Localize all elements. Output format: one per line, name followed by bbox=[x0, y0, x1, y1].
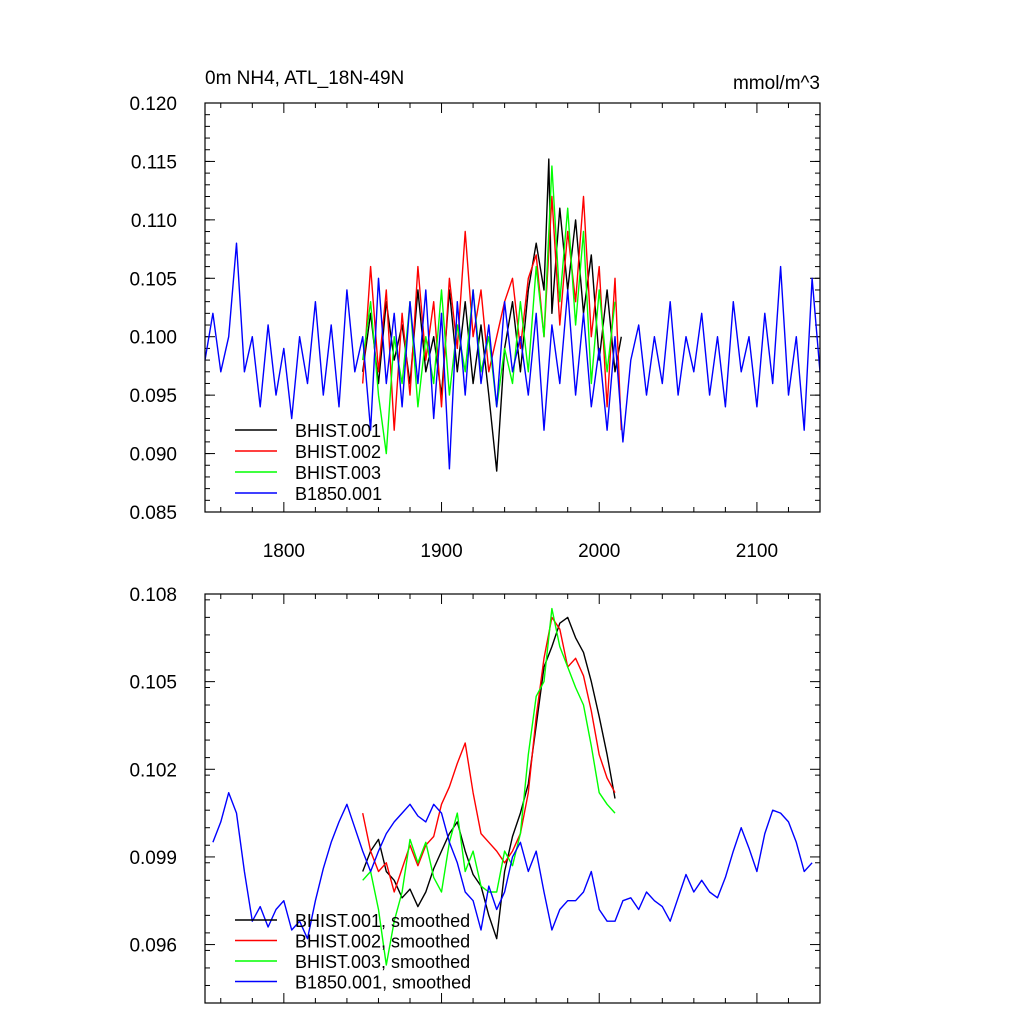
plot-frame bbox=[204, 102, 821, 513]
chart-panel-1: 0.085 0.090 0.095 0.100 0.105 0.110 0.115 0.120… bbox=[129, 68, 821, 562]
series-group bbox=[212, 607, 813, 966]
legend-label: BHIST.001, smoothed bbox=[295, 911, 470, 931]
series-line bbox=[362, 616, 616, 940]
legend-label: BHIST.002 bbox=[295, 442, 381, 462]
legend-label: BHIST.001 bbox=[295, 421, 381, 441]
series-group bbox=[205, 158, 820, 472]
legend-label: B1850.001, smoothed bbox=[295, 973, 471, 993]
y-tick-label: 0.100 bbox=[129, 328, 177, 349]
y-tick-label: 0.110 bbox=[131, 211, 177, 232]
y-tick-label: 0.099 bbox=[129, 848, 177, 869]
legend-label: B1850.001 bbox=[295, 484, 382, 504]
x-tick-label: 2000 bbox=[578, 541, 620, 562]
chart-title-left: 0m NH4, ATL_18N-49N bbox=[205, 68, 404, 89]
series-line bbox=[362, 616, 616, 893]
x-tick-label: 1900 bbox=[420, 541, 462, 562]
x-tick-label: 1800 bbox=[263, 541, 305, 562]
legend-label: BHIST.003 bbox=[295, 463, 381, 483]
chart-title-right: mmol/m^3 bbox=[733, 73, 820, 94]
chart-panel-2: 0.096 0.099 0.102 0.105 0.108 BHIST.001, smoo… bbox=[129, 585, 821, 1004]
y-tick-label: 0.102 bbox=[129, 760, 177, 781]
y-tick-label: 0.090 bbox=[129, 445, 177, 466]
x-tick-label: 2100 bbox=[736, 541, 778, 562]
series-line bbox=[362, 607, 616, 966]
y-tick-label: 0.108 bbox=[129, 585, 177, 606]
y-tick-label: 0.120 bbox=[129, 94, 177, 115]
y-tick-label: 0.105 bbox=[129, 673, 177, 694]
y-tick-label: 0.096 bbox=[129, 936, 177, 957]
y-tick-label: 0.085 bbox=[129, 503, 177, 524]
plot-frame bbox=[204, 593, 821, 1004]
y-tick-label: 0.095 bbox=[129, 386, 177, 407]
series-line bbox=[205, 242, 820, 470]
y-tick-label: 0.105 bbox=[129, 269, 177, 290]
series-line bbox=[212, 792, 813, 940]
series-line bbox=[362, 165, 616, 455]
legend-label: BHIST.002, smoothed bbox=[295, 932, 470, 952]
y-tick-label: 0.115 bbox=[131, 152, 177, 173]
legend-label: BHIST.003, smoothed bbox=[295, 952, 470, 972]
